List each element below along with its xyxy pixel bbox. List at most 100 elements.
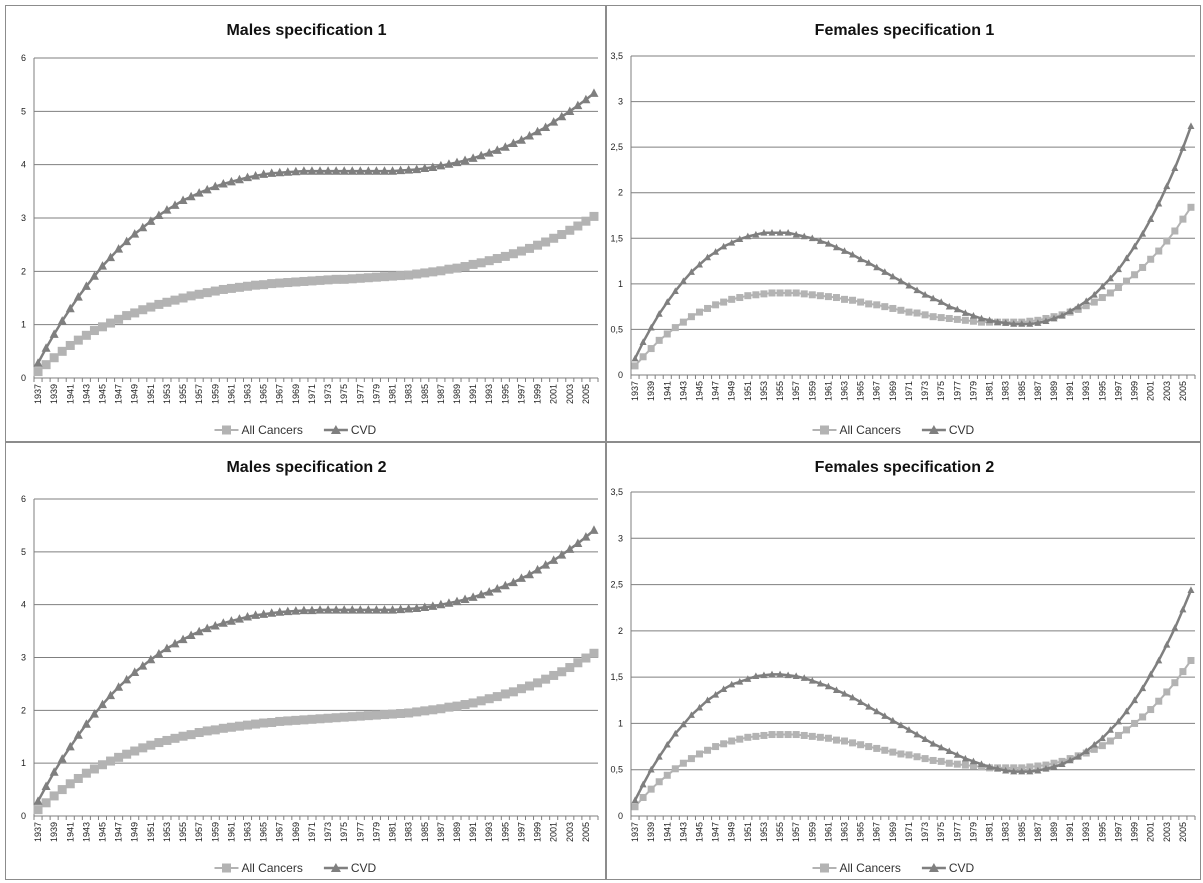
data-point xyxy=(905,726,913,733)
data-point xyxy=(792,230,800,238)
chart-title: Males specification 1 xyxy=(226,22,386,39)
x-tick-label: 1937 xyxy=(33,822,43,842)
data-point xyxy=(154,648,164,658)
data-point xyxy=(1131,696,1139,704)
x-tick-label: 2001 xyxy=(1146,381,1156,401)
data-point xyxy=(1123,707,1131,715)
data-point xyxy=(816,733,824,741)
data-point xyxy=(1034,766,1042,774)
data-point xyxy=(1187,203,1195,211)
legend-label: CVD xyxy=(351,861,377,875)
x-tick-label: 1993 xyxy=(1081,381,1091,401)
series-cvd xyxy=(33,525,599,805)
data-point xyxy=(1090,291,1098,298)
data-point xyxy=(379,166,389,175)
x-tick-label: 1971 xyxy=(307,384,317,404)
data-point xyxy=(736,235,744,243)
data-point xyxy=(404,708,414,718)
chart-panel-males-spec-1: Males specification 1 0 1 2 3 4 5 6 1937 1939 1941… xyxy=(5,5,606,442)
data-point xyxy=(114,752,124,762)
x-tick-label: 1953 xyxy=(759,381,769,401)
data-point xyxy=(784,289,792,297)
data-point xyxy=(307,276,317,286)
data-point xyxy=(267,279,277,289)
data-point xyxy=(525,681,535,691)
data-point xyxy=(1139,713,1147,721)
x-tick-label: 1969 xyxy=(888,822,898,842)
data-point xyxy=(647,785,655,793)
data-point xyxy=(516,246,526,256)
data-point xyxy=(929,756,937,764)
data-point xyxy=(1187,122,1195,130)
series-line xyxy=(634,206,1192,367)
data-point xyxy=(299,166,309,175)
data-point xyxy=(557,550,567,559)
data-point xyxy=(516,135,526,144)
x-tick-label: 1953 xyxy=(162,822,172,842)
data-point xyxy=(500,689,510,699)
data-point xyxy=(792,672,800,680)
data-point xyxy=(1082,297,1090,305)
data-point xyxy=(146,654,156,664)
data-point xyxy=(808,291,816,299)
y-tick-label: 1,5 xyxy=(610,672,623,682)
y-tick-label: 0,5 xyxy=(610,324,623,334)
data-point xyxy=(234,614,244,623)
data-point xyxy=(1090,745,1098,753)
x-tick-label: 1941 xyxy=(662,381,672,401)
data-point xyxy=(452,263,462,273)
legend-label: All Cancers xyxy=(242,423,303,437)
data-point xyxy=(81,281,91,290)
data-point xyxy=(679,720,687,728)
x-tick-label: 1977 xyxy=(952,822,962,842)
y-tick-label: 6 xyxy=(21,53,26,63)
data-point xyxy=(420,163,430,173)
data-point xyxy=(736,294,744,302)
data-point xyxy=(808,732,816,740)
data-point xyxy=(969,311,977,319)
data-point xyxy=(106,252,116,262)
data-point xyxy=(122,674,132,684)
data-point xyxy=(404,165,414,174)
data-point xyxy=(106,318,116,328)
data-point xyxy=(752,291,760,299)
x-tick-label: 1979 xyxy=(968,381,978,401)
x-tick-label: 2005 xyxy=(1178,822,1188,842)
data-point xyxy=(1163,640,1171,648)
data-point xyxy=(484,256,494,266)
data-point xyxy=(186,630,196,639)
data-point xyxy=(251,719,261,729)
series-line xyxy=(634,659,1192,808)
data-point xyxy=(331,713,341,723)
data-point xyxy=(41,798,51,808)
x-tick-label: 2005 xyxy=(581,384,591,404)
data-point xyxy=(663,771,671,779)
data-point xyxy=(436,704,446,714)
legend-item-cvd: CVD xyxy=(323,861,377,875)
data-point xyxy=(639,780,647,788)
y-tick-label: 3 xyxy=(21,213,26,223)
data-point xyxy=(234,174,244,184)
data-point xyxy=(728,737,736,745)
data-point xyxy=(202,623,212,633)
data-point xyxy=(589,525,599,534)
data-point xyxy=(1082,747,1090,755)
data-point xyxy=(1106,726,1114,733)
data-point xyxy=(202,288,212,298)
data-point xyxy=(929,313,937,321)
data-point xyxy=(371,166,381,175)
data-point xyxy=(533,678,543,688)
data-point xyxy=(687,313,695,321)
data-point xyxy=(508,687,518,697)
data-point xyxy=(832,686,840,693)
x-tick-label: 1943 xyxy=(678,381,688,401)
data-point xyxy=(1179,215,1187,223)
data-point xyxy=(339,274,349,284)
data-point xyxy=(226,176,236,186)
data-point xyxy=(315,714,325,724)
series-all-cancers xyxy=(33,648,599,815)
data-point xyxy=(881,303,889,311)
x-tick-label: 1937 xyxy=(630,822,640,842)
data-point xyxy=(146,302,156,312)
x-tick-label: 1987 xyxy=(436,822,446,842)
